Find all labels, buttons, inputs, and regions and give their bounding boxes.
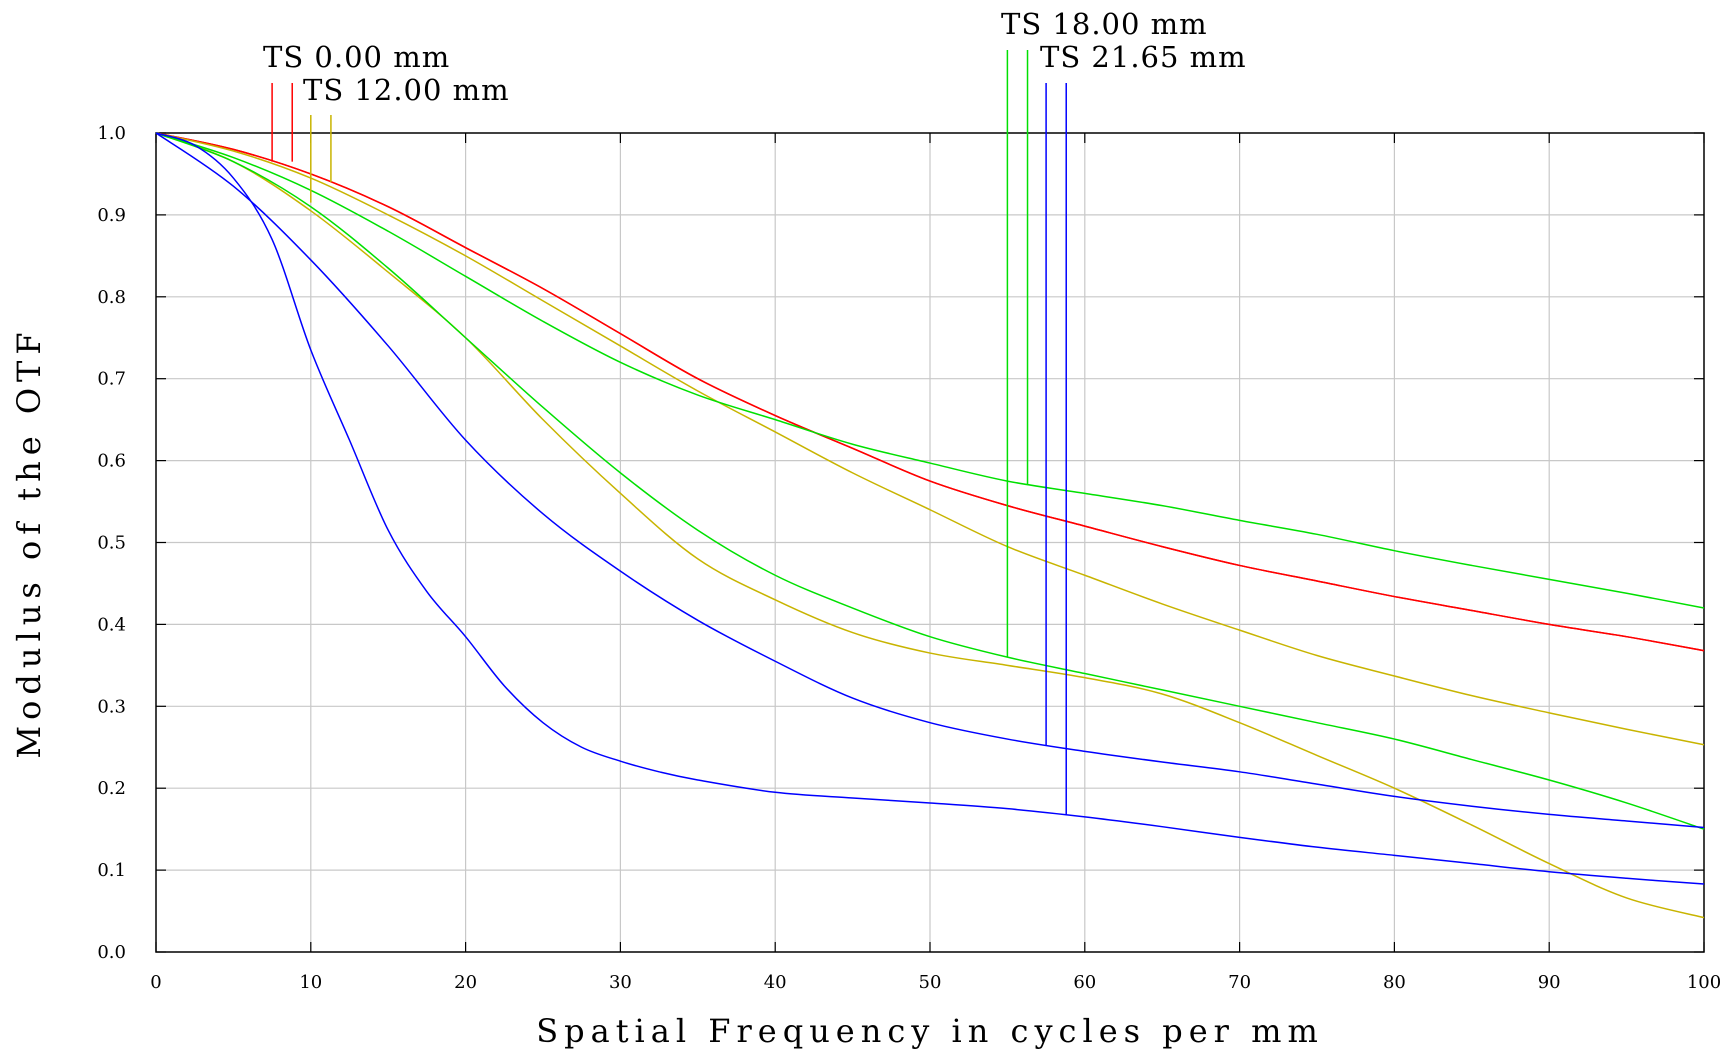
x-axis-title: Spatial Frequency in cycles per mm	[536, 1012, 1324, 1050]
y-tick-label: 0.2	[97, 778, 126, 799]
x-tick-label: 40	[764, 972, 787, 993]
series-line-ts-0-00-mm-s	[155, 132, 1705, 652]
series-line-ts-18-00-mm-t	[155, 132, 1705, 609]
grid	[156, 133, 1704, 952]
field-label: TS 0.00 mm	[263, 40, 450, 74]
y-tick-label: 0.7	[97, 369, 126, 390]
axis-ticks: 0 10 20 30 40 50 60 70 80 90 100 0.0 0.1 0.2 0.3 0.4 0.5…	[97, 123, 1721, 993]
x-tick-label: 90	[1538, 972, 1561, 993]
series-line-ts-18-00-mm-s	[155, 132, 1705, 830]
y-axis-title: Modulus of the OTF	[10, 326, 48, 758]
y-tick-label: 0.5	[97, 533, 126, 554]
y-tick-label: 0.8	[97, 287, 126, 308]
x-tick-label: 80	[1383, 972, 1406, 993]
x-tick-label: 20	[454, 972, 477, 993]
x-tick-label: 60	[1073, 972, 1096, 993]
y-tick-label: 1.0	[97, 123, 126, 144]
series-line-ts-12-00-mm-s	[155, 132, 1705, 919]
series-line-ts-21-65-mm-s	[155, 132, 1705, 829]
field-markers	[271, 50, 1067, 815]
x-tick-label: 50	[919, 972, 942, 993]
series-line-ts-21-65-mm-t	[155, 132, 1705, 885]
field-label: TS 18.00 mm	[1001, 7, 1208, 41]
y-tick-label: 0.0	[97, 942, 126, 963]
x-tick-label: 10	[299, 972, 322, 993]
x-tick-label: 30	[609, 972, 632, 993]
x-tick-label: 100	[1687, 972, 1721, 993]
series	[155, 132, 1705, 919]
y-tick-label: 0.3	[97, 696, 126, 717]
x-tick-label: 0	[150, 972, 161, 993]
series-line-ts-12-00-mm-t	[155, 132, 1705, 746]
y-tick-label: 0.9	[97, 205, 126, 226]
y-tick-label: 0.4	[97, 614, 126, 635]
x-tick-label: 70	[1228, 972, 1251, 993]
field-label: TS 12.00 mm	[303, 73, 510, 107]
field-label: TS 21.65 mm	[1040, 40, 1247, 74]
y-tick-label: 0.6	[97, 451, 126, 472]
y-tick-label: 0.1	[97, 860, 126, 881]
